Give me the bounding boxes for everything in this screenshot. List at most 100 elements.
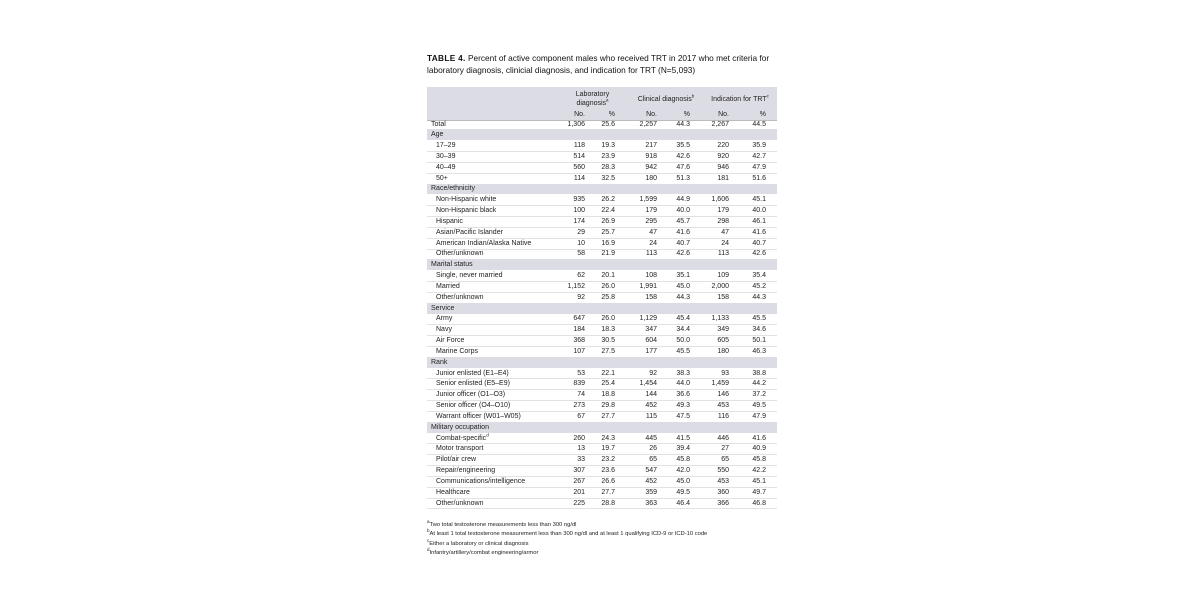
footnote: aTwo total testosterone measurements les…: [427, 519, 576, 529]
cell: 35.4: [752, 272, 766, 280]
rule: [427, 346, 777, 347]
cell: 28.8: [601, 499, 615, 507]
rule: [427, 248, 777, 250]
row-label: Junior officer (O1–O3): [436, 391, 506, 399]
cell: 116: [717, 412, 729, 420]
row-label: Marine Corps: [436, 347, 479, 355]
cell: 942: [645, 163, 657, 171]
section-band: [427, 183, 777, 195]
cell: 184: [573, 326, 585, 334]
cell: 30.5: [601, 337, 615, 345]
cell: 366: [717, 499, 729, 507]
rule: [427, 324, 777, 326]
rule: [427, 400, 777, 402]
cell: 51.6: [752, 174, 766, 182]
cell: 29: [577, 228, 585, 236]
rule: [427, 172, 777, 174]
cell: 1,306: [567, 120, 585, 128]
rule: [427, 291, 777, 293]
cell: 47.5: [676, 412, 690, 420]
section-label: Service: [431, 304, 455, 312]
cell: 65: [721, 456, 729, 464]
cell: 45.5: [752, 315, 766, 323]
rule: [427, 226, 777, 228]
note-mark: b: [691, 93, 695, 99]
rule: [427, 465, 777, 467]
row-label: 17–29: [436, 142, 456, 150]
group-header: Clinical diagnosisb: [630, 93, 702, 104]
cell: 918: [645, 152, 657, 160]
row-label: Other/unknown: [436, 293, 484, 301]
note-mark: c: [766, 93, 769, 99]
cell: 107: [573, 347, 585, 355]
cell: 946: [717, 163, 729, 171]
group-header: Indication for TRTc: [700, 93, 780, 104]
cell: 42.6: [676, 152, 690, 160]
cell: 93: [721, 369, 729, 377]
rule: [427, 205, 777, 207]
cell: 44.3: [752, 293, 766, 301]
cell: 201: [573, 488, 585, 496]
cell: 49.5: [676, 488, 690, 496]
cell: 45.8: [676, 456, 690, 464]
cell: 604: [645, 337, 657, 345]
note-mark: d: [486, 432, 489, 438]
cell: 2,000: [711, 282, 729, 290]
cell: 40.0: [676, 207, 690, 215]
cell: 35.5: [676, 142, 690, 150]
cell: 295: [645, 217, 657, 225]
cell: 273: [573, 402, 585, 410]
row-label: Junior enlisted (E1–E4): [436, 369, 509, 377]
rule: [427, 151, 777, 153]
cell: 40.0: [752, 207, 766, 215]
cell: 32.5: [601, 174, 615, 182]
cell: 22.1: [601, 369, 615, 377]
cell: 2,267: [711, 120, 729, 128]
cell: 26.2: [601, 196, 615, 204]
row-label: 40–49: [436, 163, 456, 171]
cell: 35.9: [752, 142, 766, 150]
cell: 180: [717, 347, 729, 355]
cell: 34.6: [752, 326, 766, 334]
footnote-mark: a: [427, 519, 430, 525]
cell: 44.3: [676, 120, 690, 128]
cell: 115: [645, 412, 657, 420]
row-label: Navy: [436, 326, 452, 334]
cell: 67: [577, 412, 585, 420]
row-label: Motor transport: [436, 445, 484, 453]
row-label: Army: [436, 315, 453, 323]
cell: 452: [645, 402, 657, 410]
group-header: Laboratory diagnosisa: [560, 90, 625, 108]
cell: 37.2: [752, 391, 766, 399]
cell: 605: [717, 337, 729, 345]
rule: [427, 378, 777, 380]
section-band: [427, 421, 777, 433]
group-header-text: Laboratory diagnosis: [575, 91, 610, 107]
row-label: Other/unknown: [436, 499, 484, 507]
cell: 920: [717, 152, 729, 160]
rule: [427, 120, 777, 121]
cell: 51.3: [676, 174, 690, 182]
cell: 26.6: [601, 477, 615, 485]
cell: 27.5: [601, 347, 615, 355]
group-header-text: Indication for TRT: [711, 95, 767, 103]
cell: 453: [717, 402, 729, 410]
cell: 18.3: [601, 326, 615, 334]
cell: 220: [717, 142, 729, 150]
table-label: TABLE 4.: [427, 53, 466, 63]
cell: 179: [645, 207, 657, 215]
cell: 514: [573, 152, 585, 160]
cell: 44.9: [676, 196, 690, 204]
row-label: Senior officer (O4–O10): [436, 402, 511, 410]
group-header-text: Clinical diagnosis: [637, 95, 692, 103]
cell: 839: [573, 380, 585, 388]
footnote: cEither a laboratory or clinical diagnos…: [427, 538, 529, 548]
cell: 26.0: [601, 282, 615, 290]
header-band: [427, 87, 777, 120]
cell: 445: [645, 434, 657, 442]
cell: 47.6: [676, 163, 690, 171]
cell: 114: [573, 174, 585, 182]
cell: 23.2: [601, 456, 615, 464]
subheader: No.: [646, 111, 657, 118]
cell: 27.7: [601, 488, 615, 496]
